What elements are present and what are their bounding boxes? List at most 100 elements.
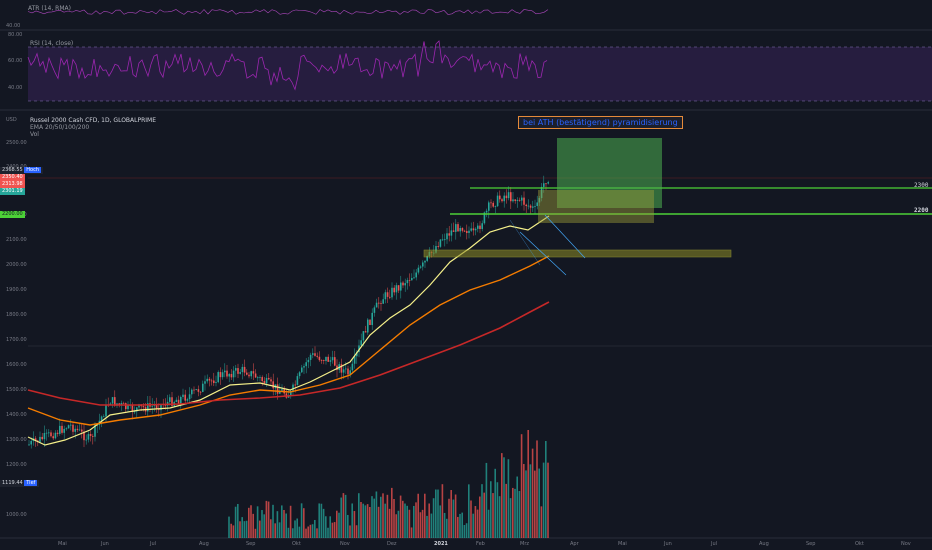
candle [263, 381, 266, 384]
candle [358, 345, 360, 353]
atr-tick: 40.00 [6, 23, 21, 29]
candle [318, 356, 321, 361]
entry-zone [538, 190, 654, 223]
candle [527, 205, 530, 207]
candle [474, 228, 477, 231]
candle [397, 285, 400, 291]
volume-bar [457, 516, 459, 538]
candle [457, 224, 459, 232]
candle [378, 302, 380, 304]
volume-bar [331, 522, 334, 538]
candle [94, 425, 96, 437]
symbol-title[interactable]: Russel 2000 Cash CFD, 1D, GLOBALPRIME [30, 117, 157, 124]
candle [459, 227, 461, 232]
candle [384, 292, 387, 300]
volume-bar [371, 496, 373, 538]
candle [327, 356, 329, 362]
volume-bar [426, 515, 428, 538]
time-tick: Aug [199, 541, 209, 547]
volume-bar [248, 507, 250, 538]
volume-bar [322, 508, 325, 538]
candle [510, 192, 512, 202]
annotation-box[interactable]: bei ATH (bestätigend) pyramidisierung [518, 116, 683, 129]
price-tick: 2000.00 [6, 262, 27, 268]
candle [402, 282, 404, 286]
volume-bar [303, 508, 305, 538]
candle [369, 319, 371, 325]
time-tick: Sep [246, 541, 256, 547]
candle [477, 225, 479, 229]
volume-bar [252, 513, 254, 538]
level-2200-label: 2200 [914, 207, 929, 214]
volume-bar [234, 506, 237, 538]
price-tick: 1400.00 [6, 412, 27, 418]
candle [118, 403, 120, 405]
candle [415, 272, 417, 278]
volume-bar [523, 464, 525, 538]
candle [307, 359, 310, 363]
candle [485, 210, 488, 213]
time-tick: Jun [101, 541, 109, 547]
volume-bar [470, 500, 472, 538]
candle [309, 354, 312, 360]
rsi-tick-60: 60.00 [8, 58, 23, 64]
candle [252, 371, 255, 374]
candle [505, 195, 508, 199]
volume-bar [292, 528, 294, 538]
volume-bar [366, 504, 369, 538]
candle [287, 396, 290, 398]
volume-bar [327, 527, 329, 538]
candle [34, 438, 37, 441]
candle [197, 389, 200, 392]
volume-bar [276, 511, 279, 538]
price-tag-2: 2313.98 [0, 181, 25, 188]
volume-bar [468, 484, 470, 538]
high-label: Hoch [24, 167, 42, 173]
candle [131, 405, 134, 412]
volume-bar [494, 468, 496, 538]
volume-bar [448, 498, 450, 538]
candle [413, 277, 415, 279]
candle [61, 425, 63, 433]
volume-legend[interactable]: Vol [30, 131, 39, 138]
volume-bar [232, 525, 235, 538]
volume-bar [417, 493, 419, 538]
candle [217, 372, 219, 383]
volume-bar [237, 503, 239, 538]
volume-bar [435, 489, 437, 538]
candle [534, 205, 536, 207]
ema100-line [27, 301, 550, 406]
volume-bar [397, 510, 400, 538]
volume-bar [243, 521, 246, 538]
candle [171, 397, 173, 406]
candle [235, 368, 237, 371]
volume-bar [395, 514, 397, 538]
volume-bar [305, 528, 307, 538]
volume-bar [463, 525, 466, 538]
candle [391, 287, 393, 298]
volume-bar [336, 510, 338, 538]
rsi-tick-80: 80.00 [8, 32, 23, 38]
candle [213, 380, 215, 384]
candle [202, 383, 204, 392]
candle [331, 357, 334, 361]
candle [463, 230, 466, 232]
candle [345, 368, 347, 370]
volume-bar [542, 462, 545, 538]
candle [175, 399, 178, 403]
candle [160, 404, 162, 411]
volume-bar [344, 494, 347, 538]
time-tick: Nov [901, 541, 911, 547]
ema-legend[interactable]: EMA 20/50/100/200 [30, 124, 90, 131]
volume-bar [512, 487, 514, 538]
volume-bar [386, 494, 389, 538]
candle [538, 198, 541, 203]
volume-bar [487, 509, 490, 538]
candle [312, 353, 314, 355]
candle [147, 403, 149, 412]
ema20-line [27, 215, 550, 446]
candle [67, 425, 70, 429]
volume-bar [531, 448, 534, 538]
